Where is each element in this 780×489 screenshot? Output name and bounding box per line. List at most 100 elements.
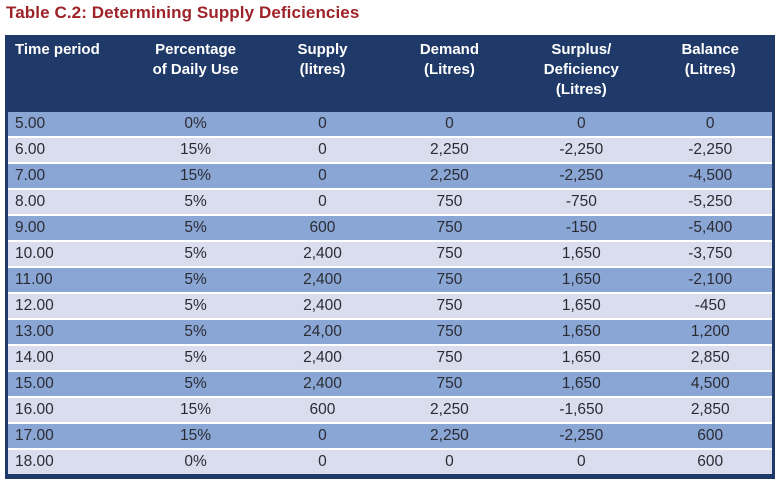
table-row: 16.00 15% 600 2,250 -1,650 2,850 <box>6 397 774 424</box>
value-cell: 15% <box>130 423 261 450</box>
table-row: 18.00 0% 0 0 0 600 <box>6 449 774 477</box>
table-row: 15.00 5% 2,400 750 1,650 4,500 <box>6 371 774 398</box>
value-cell: 5% <box>130 371 261 398</box>
table-row: 12.00 5% 2,400 750 1,650 -450 <box>6 293 774 320</box>
value-cell: 0 <box>514 449 649 477</box>
time-period-cell: 6.00 <box>6 137 131 164</box>
time-period-cell: 5.00 <box>6 112 131 138</box>
table-body: 5.00 0% 0 0 0 0 6.00 15% 0 2,250 -2,250 -2,250 7.00 1… <box>6 112 774 477</box>
time-period-cell: 18.00 <box>6 449 131 477</box>
column-header-surplus-deficiency-litres: Surplus/ Deficiency (Litres) <box>514 35 649 112</box>
value-cell: 750 <box>384 241 515 268</box>
value-cell: 1,650 <box>514 293 649 320</box>
value-cell: 750 <box>384 267 515 294</box>
table-title: Table C.2: Determining Supply Deficienci… <box>6 3 360 22</box>
value-cell: 0 <box>260 189 385 216</box>
column-header-time-period: Time period <box>6 35 131 112</box>
value-cell: -5,250 <box>648 189 774 216</box>
time-period-cell: 8.00 <box>6 189 131 216</box>
value-cell: 2,400 <box>260 345 385 372</box>
value-cell: -2,250 <box>514 163 649 190</box>
value-cell: 5% <box>130 345 261 372</box>
value-cell: -150 <box>514 215 649 242</box>
value-cell: 0 <box>260 449 385 477</box>
value-cell: 600 <box>648 423 774 450</box>
value-cell: 5% <box>130 319 261 346</box>
time-period-cell: 17.00 <box>6 423 131 450</box>
column-header-percentage-of-daily-use: Percentage of Daily Use <box>130 35 261 112</box>
value-cell: 5% <box>130 241 261 268</box>
table-row: 5.00 0% 0 0 0 0 <box>6 112 774 138</box>
value-cell: 1,650 <box>514 241 649 268</box>
value-cell: -450 <box>648 293 774 320</box>
value-cell: -1,650 <box>514 397 649 424</box>
value-cell: 2,400 <box>260 371 385 398</box>
value-cell: -3,750 <box>648 241 774 268</box>
table-row: 13.00 5% 24,00 750 1,650 1,200 <box>6 319 774 346</box>
table-row: 6.00 15% 0 2,250 -2,250 -2,250 <box>6 137 774 164</box>
value-cell: 2,250 <box>384 423 515 450</box>
value-cell: 1,200 <box>648 319 774 346</box>
time-period-cell: 10.00 <box>6 241 131 268</box>
value-cell: 5% <box>130 293 261 320</box>
value-cell: -2,250 <box>514 423 649 450</box>
value-cell: 750 <box>384 189 515 216</box>
column-header-balance-litres: Balance (Litres) <box>648 35 774 112</box>
time-period-cell: 9.00 <box>6 215 131 242</box>
value-cell: 2,850 <box>648 397 774 424</box>
value-cell: 0 <box>384 112 515 138</box>
value-cell: 0 <box>384 449 515 477</box>
value-cell: 15% <box>130 397 261 424</box>
value-cell: 1,650 <box>514 319 649 346</box>
value-cell: 600 <box>648 449 774 477</box>
table-row: 8.00 5% 0 750 -750 -5,250 <box>6 189 774 216</box>
value-cell: -2,100 <box>648 267 774 294</box>
value-cell: 0 <box>648 112 774 138</box>
value-cell: 750 <box>384 319 515 346</box>
value-cell: 15% <box>130 137 261 164</box>
table-header-row: Time period Percentage of Daily Use Supp… <box>6 35 774 112</box>
value-cell: -5,400 <box>648 215 774 242</box>
value-cell: 1,650 <box>514 371 649 398</box>
table-row: 7.00 15% 0 2,250 -2,250 -4,500 <box>6 163 774 190</box>
value-cell: 2,400 <box>260 267 385 294</box>
table-row: 11.00 5% 2,400 750 1,650 -2,100 <box>6 267 774 294</box>
value-cell: 15% <box>130 163 261 190</box>
time-period-cell: 16.00 <box>6 397 131 424</box>
value-cell: 1,650 <box>514 267 649 294</box>
value-cell: -4,500 <box>648 163 774 190</box>
table-row: 17.00 15% 0 2,250 -2,250 600 <box>6 423 774 450</box>
value-cell: 0% <box>130 449 261 477</box>
time-period-cell: 13.00 <box>6 319 131 346</box>
time-period-cell: 11.00 <box>6 267 131 294</box>
value-cell: 24,00 <box>260 319 385 346</box>
value-cell: 600 <box>260 397 385 424</box>
value-cell: 0 <box>514 112 649 138</box>
value-cell: 5% <box>130 189 261 216</box>
value-cell: 750 <box>384 371 515 398</box>
value-cell: 2,250 <box>384 397 515 424</box>
value-cell: 0 <box>260 137 385 164</box>
value-cell: 1,650 <box>514 345 649 372</box>
column-header-demand-litres: Demand (Litres) <box>384 35 515 112</box>
value-cell: 0 <box>260 112 385 138</box>
time-period-cell: 15.00 <box>6 371 131 398</box>
value-cell: 750 <box>384 345 515 372</box>
supply-deficiency-table: Time period Percentage of Daily Use Supp… <box>5 35 775 479</box>
value-cell: 0% <box>130 112 261 138</box>
value-cell: 2,400 <box>260 241 385 268</box>
value-cell: 5% <box>130 267 261 294</box>
table-row: 10.00 5% 2,400 750 1,650 -3,750 <box>6 241 774 268</box>
value-cell: 600 <box>260 215 385 242</box>
table-row: 14.00 5% 2,400 750 1,650 2,850 <box>6 345 774 372</box>
value-cell: 0 <box>260 423 385 450</box>
value-cell: 0 <box>260 163 385 190</box>
value-cell: -750 <box>514 189 649 216</box>
value-cell: -2,250 <box>648 137 774 164</box>
time-period-cell: 14.00 <box>6 345 131 372</box>
value-cell: -2,250 <box>514 137 649 164</box>
table-row: 9.00 5% 600 750 -150 -5,400 <box>6 215 774 242</box>
value-cell: 5% <box>130 215 261 242</box>
value-cell: 2,250 <box>384 137 515 164</box>
